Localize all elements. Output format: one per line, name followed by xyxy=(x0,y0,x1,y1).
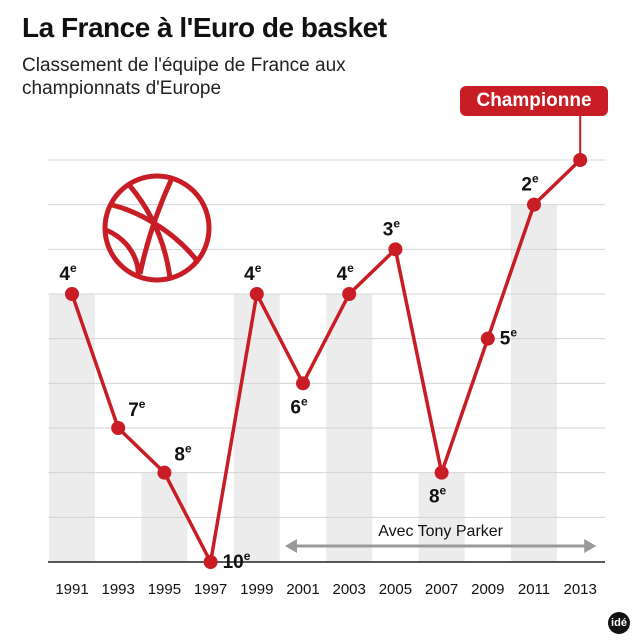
data-point-2005 xyxy=(388,242,403,257)
data-point-1993 xyxy=(111,421,126,435)
data-point-2003 xyxy=(342,287,357,301)
x-tick-2001: 2001 xyxy=(286,581,319,598)
data-point-2007 xyxy=(434,465,449,480)
data-point-1997 xyxy=(203,555,218,569)
rank-label-1995: 8e xyxy=(174,442,192,466)
x-tick-1995: 1995 xyxy=(148,581,181,598)
rank-label-1997: 10e xyxy=(223,549,251,573)
chart-subtitle: Classement de l'équipe de France aux cha… xyxy=(22,55,346,99)
rank-label-2009: 5e xyxy=(500,326,518,350)
chart-title: La France à l'Euro de basket xyxy=(22,12,387,43)
x-tick-2005: 2005 xyxy=(379,581,412,598)
data-point-2001 xyxy=(296,376,310,391)
data-point-2009 xyxy=(480,331,495,346)
data-point-1995 xyxy=(157,465,172,480)
rank-label-2011: 2e xyxy=(521,172,539,196)
rank-label-2003: 4e xyxy=(337,261,355,285)
x-tick-2003: 2003 xyxy=(333,581,366,598)
x-tick-2009: 2009 xyxy=(471,581,504,598)
ranking-line xyxy=(70,158,582,564)
basketball-icon xyxy=(102,173,212,283)
x-tick-1997: 1997 xyxy=(194,581,227,598)
x-tick-1993: 1993 xyxy=(102,581,135,598)
x-tick-1991: 1991 xyxy=(55,581,88,598)
data-point-2013 xyxy=(573,153,588,167)
data-point-1999 xyxy=(249,287,264,301)
data-point-2011 xyxy=(527,197,541,212)
parker-annotation: Avec Tony Parker xyxy=(378,523,503,540)
x-tick-2007: 2007 xyxy=(425,581,458,598)
parker-arrow-right-head xyxy=(584,539,597,553)
x-tick-2011: 2011 xyxy=(518,581,550,598)
rank-label-2001: 6e xyxy=(290,394,308,418)
parker-arrow-left-head xyxy=(285,539,297,553)
champion-badge: Championne xyxy=(460,86,608,116)
rank-label-2005: 3e xyxy=(383,216,401,240)
rank-label-1993: 7e xyxy=(128,397,146,421)
x-tick-2013: 2013 xyxy=(564,581,597,598)
rank-label-1991: 4e xyxy=(59,261,77,285)
data-point-1991 xyxy=(65,287,79,301)
rank-label-2007: 8e xyxy=(429,484,447,508)
publisher-logo: idé xyxy=(608,612,630,634)
x-tick-1999: 1999 xyxy=(240,581,273,598)
rank-label-1999: 4e xyxy=(244,261,262,285)
